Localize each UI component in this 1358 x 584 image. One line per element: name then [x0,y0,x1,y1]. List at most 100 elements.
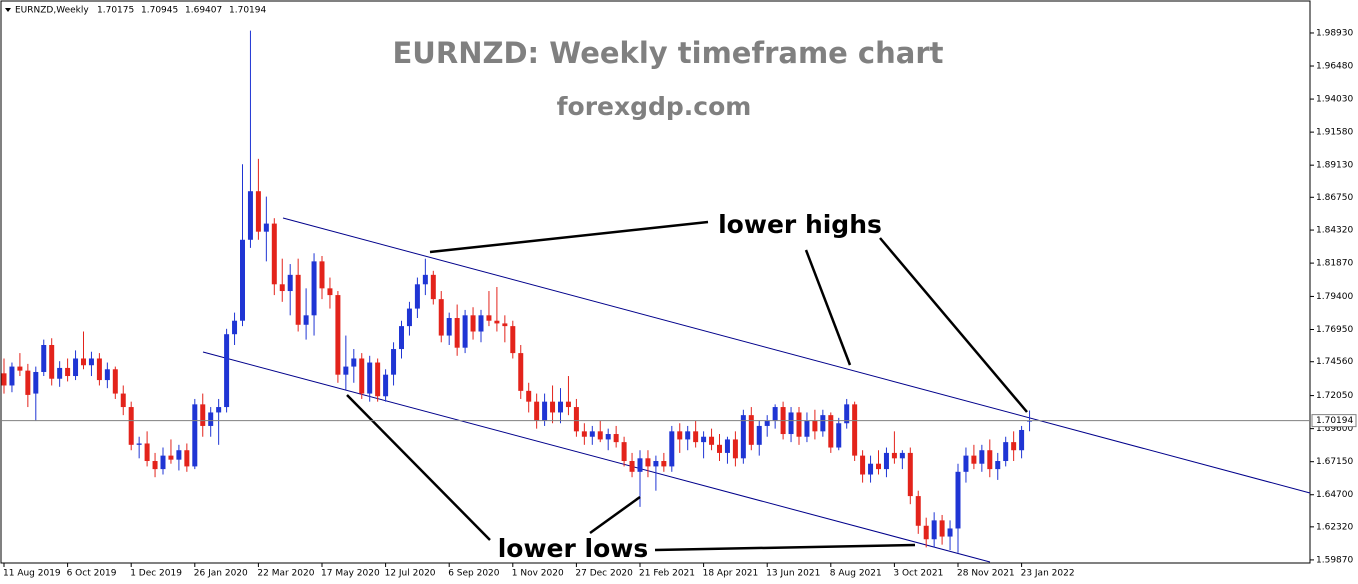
upper-trendline [282,217,1311,494]
y-tick-label: 1.76950 [1316,325,1353,335]
y-tick-label: 1.74560 [1316,357,1353,367]
candle-body [192,404,198,467]
x-tick-label: 6 Sep 2020 [448,569,500,579]
candle-body [836,423,842,448]
candle-body [820,415,826,432]
y-tick-label: 1.98930 [1316,28,1353,38]
candle-body [764,420,770,426]
candle-body [17,366,23,371]
x-tick-label: 26 Jan 2020 [194,569,248,579]
candle-body [534,401,540,421]
candle-body [232,320,238,335]
candle-body [613,434,619,443]
candle-body [573,407,579,432]
candle-body [748,415,754,445]
candle-body [319,261,325,289]
x-tick-label: 28 Nov 2021 [957,569,1015,579]
candle-body [462,315,468,348]
candle-body [740,415,746,459]
candle-body [295,274,301,325]
candle-body [208,412,214,426]
y-tick-label: 1.84320 [1316,226,1353,236]
y-tick-label: 1.67150 [1316,457,1353,467]
y-tick-label: 1.86750 [1316,193,1353,203]
candle-body [772,407,778,421]
candle-body [422,274,428,285]
x-tick-label: 11 Aug 2019 [3,569,61,579]
pointer-line [589,495,641,535]
header-ohlc-value: 1.70945 [141,6,178,16]
candle-body [65,367,71,377]
candle-body [255,191,261,232]
candle-body [589,431,595,437]
y-tick-label: 1.79400 [1316,292,1353,302]
chart-subtitle: forexgdp.com [557,92,752,121]
candle-body [724,439,730,453]
y-tick-label: 1.72050 [1316,391,1353,401]
candle-body [271,223,277,285]
candle-body [303,315,309,325]
candle-body [899,452,905,459]
candle-body [176,450,182,460]
x-tick-label: 1 Dec 2019 [130,569,182,579]
candle-body [446,318,452,336]
candle-body [597,431,603,440]
x-tick-label: 12 Jul 2020 [385,569,436,579]
candle-body [184,450,190,467]
candle-body [891,452,897,459]
candle-body [717,444,722,453]
x-tick-label: 27 Dec 2020 [575,569,633,579]
pointer-line [346,394,491,541]
pointer-line [879,237,1028,413]
candle-body [438,299,444,336]
y-tick-label: 1.96480 [1316,62,1353,72]
candle-body [852,404,858,456]
candle-body [327,288,333,296]
candle-body [81,358,86,366]
current-price-box [1311,414,1357,428]
candle-body [343,366,349,375]
candle-body [351,358,357,367]
pointer-line [804,249,852,366]
candle-body [311,261,317,316]
candle-body [979,450,985,464]
candle-body [160,455,166,470]
candle-body [542,401,548,421]
y-tick-label: 1.64700 [1316,490,1353,500]
candle-body [804,420,810,437]
y-tick-label: 1.94030 [1316,95,1353,105]
candle-body [550,401,556,413]
annotation-pointers [346,220,1028,552]
candle-body [454,318,460,348]
pointer-line [429,220,709,254]
candle-body [1019,429,1025,451]
candle-body [486,315,492,321]
candle-body [1011,442,1017,451]
chart-title: EURNZD: Weekly timeframe chart [393,36,944,70]
y-tick-label: 1.69600 [1316,424,1353,434]
candle-body [287,274,293,292]
y-tick-label: 1.81870 [1316,259,1353,269]
candle-body [1003,442,1009,462]
candle-body [494,320,500,324]
header-ohlc-value: 1.69407 [185,6,222,16]
candle-body [621,442,627,462]
candle-body [756,425,762,445]
candle-body [518,353,524,391]
candle-body [701,436,707,443]
candle-body [502,323,508,327]
candle-body [120,393,126,408]
candle-body [883,452,889,470]
x-tick-label: 22 Mar 2020 [257,569,314,579]
x-tick-label: 6 Oct 2019 [67,569,117,579]
symbol-header: EURNZD,Weekly 1.70175 1.70945 1.69407 1.701… [5,6,266,16]
candle-body [57,367,63,379]
candle-body [581,431,587,437]
x-tick-label: 3 Oct 2021 [893,569,943,579]
annotation: lower lows [498,534,649,563]
candle-body [844,404,850,424]
pointer-line [654,543,916,552]
candle-body [812,420,818,432]
candle-body [104,369,110,381]
